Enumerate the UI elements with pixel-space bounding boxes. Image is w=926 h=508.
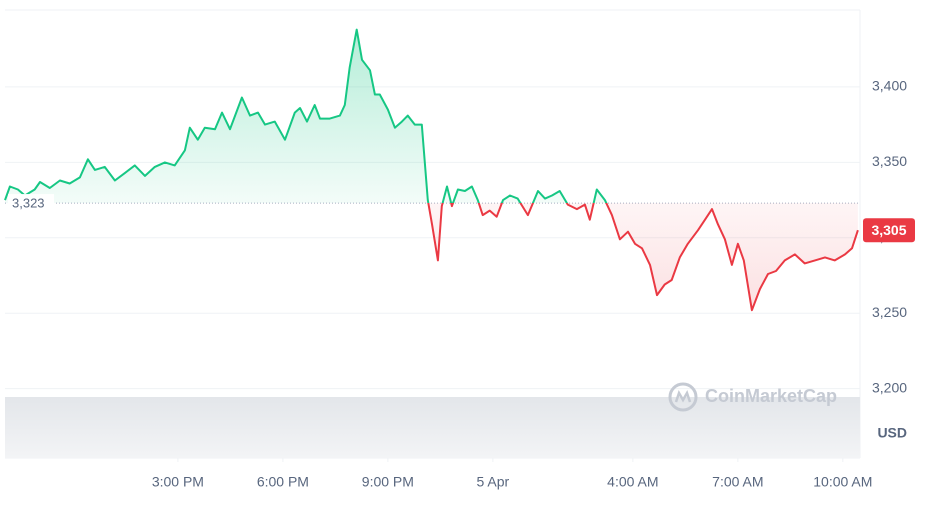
unit-label: USD <box>877 425 907 441</box>
watermark-text: CoinMarketCap <box>705 386 837 406</box>
x-tick-label: 7:00 AM <box>712 474 763 490</box>
y-tick-label: 3,200 <box>872 379 907 395</box>
watermark-logo <box>668 382 698 412</box>
x-tick-label: 9:00 PM <box>362 474 414 490</box>
volume-band <box>5 397 860 458</box>
y-tick-label: 3,350 <box>872 153 907 169</box>
last-price-box <box>863 218 915 243</box>
x-tick-label: 4:00 AM <box>607 474 658 490</box>
y-tick-label: 3,250 <box>872 304 907 320</box>
watermark-logo-mark <box>674 389 692 403</box>
baseline-label-bg <box>8 194 54 213</box>
x-tick-label: 3:00 PM <box>152 474 204 490</box>
area-fill <box>5 29 858 311</box>
y-tick-label: 3,400 <box>872 78 907 94</box>
price-line <box>4 28 859 312</box>
x-tick-label: 6:00 PM <box>257 474 309 490</box>
watermark: CoinMarketCap <box>668 382 837 412</box>
x-tick-label: 10:00 AM <box>813 474 872 490</box>
last-price-label: 3,305 <box>871 222 906 238</box>
baseline-label: 3,323 <box>12 196 45 211</box>
x-tick-label: 5 Apr <box>477 474 510 490</box>
